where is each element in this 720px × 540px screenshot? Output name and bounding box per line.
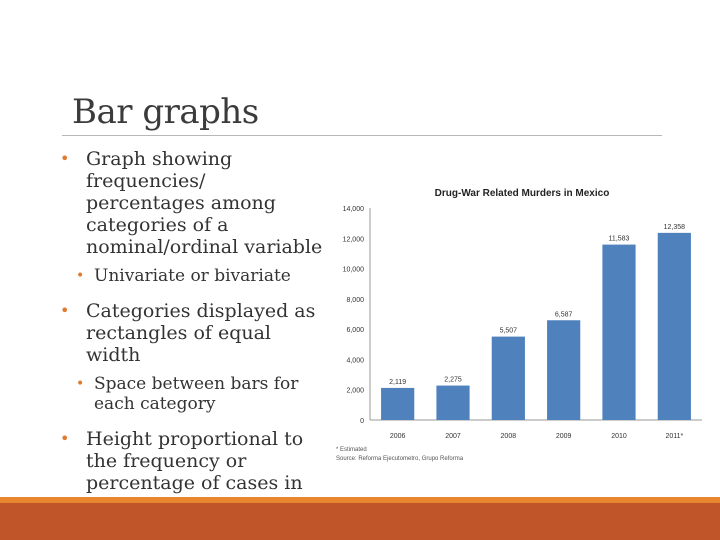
x-tick-label: 2006 — [390, 433, 406, 440]
y-tick-label: 2,000 — [346, 388, 364, 395]
title-divider — [62, 135, 662, 136]
bar-chart: Drug-War Related Murders in Mexico 0 2,00… — [336, 188, 702, 462]
bullet-list: Graph showing frequencies/ percentages a… — [58, 148, 328, 526]
slide-title: Bar graphs — [72, 92, 259, 132]
bar-2011* — [657, 232, 691, 420]
x-tick-label: 2008 — [501, 433, 517, 440]
footer-bar — [0, 503, 720, 540]
x-tick-label: 2009 — [556, 433, 572, 440]
data-label: 11,583 — [609, 236, 630, 243]
data-label: 2,119 — [389, 379, 406, 386]
y-tick-label: 0 — [360, 418, 364, 425]
sub-bullet-item-1: Univariate or bivariate — [58, 266, 328, 286]
x-tick-label: 2010 — [611, 433, 627, 440]
chart-title: Drug-War Related Murders in Mexico — [435, 188, 610, 199]
chart-footnote: * Estimated — [336, 447, 367, 453]
bar-2007 — [436, 385, 470, 420]
bar-2010 — [602, 244, 636, 420]
bullet-group-2: Categories displayed as rectangles of eq… — [58, 300, 328, 414]
y-tick-label: 14,000 — [343, 206, 365, 213]
y-tick-label: 8,000 — [346, 297, 364, 304]
y-tick-label: 12,000 — [343, 236, 365, 243]
data-label: 2,275 — [444, 377, 462, 384]
bullet-group-1: Graph showing frequencies/ percentages a… — [58, 148, 328, 286]
chart-source: Source: Reforma Ejecutometro, Grupo Refo… — [336, 456, 464, 462]
data-label: 5,507 — [500, 328, 518, 335]
sub-bullet-item-2: Space between bars for each category — [58, 374, 328, 414]
data-label: 6,587 — [555, 311, 573, 318]
y-tick-label: 4,000 — [346, 357, 364, 364]
bullet-item-2: Categories displayed as rectangles of eq… — [58, 300, 328, 366]
y-tick-label: 10,000 — [343, 267, 365, 274]
data-label: 12,358 — [664, 224, 686, 231]
bar-2009 — [547, 320, 581, 420]
x-tick-label: 2007 — [445, 433, 461, 440]
bar-2006 — [381, 387, 415, 420]
bar-2008 — [491, 336, 525, 420]
footer-accent-bar — [0, 497, 720, 503]
bullet-item-1: Graph showing frequencies/ percentages a… — [58, 148, 328, 258]
y-tick-label: 6,000 — [346, 327, 364, 334]
x-tick-label: 2011* — [665, 433, 683, 440]
